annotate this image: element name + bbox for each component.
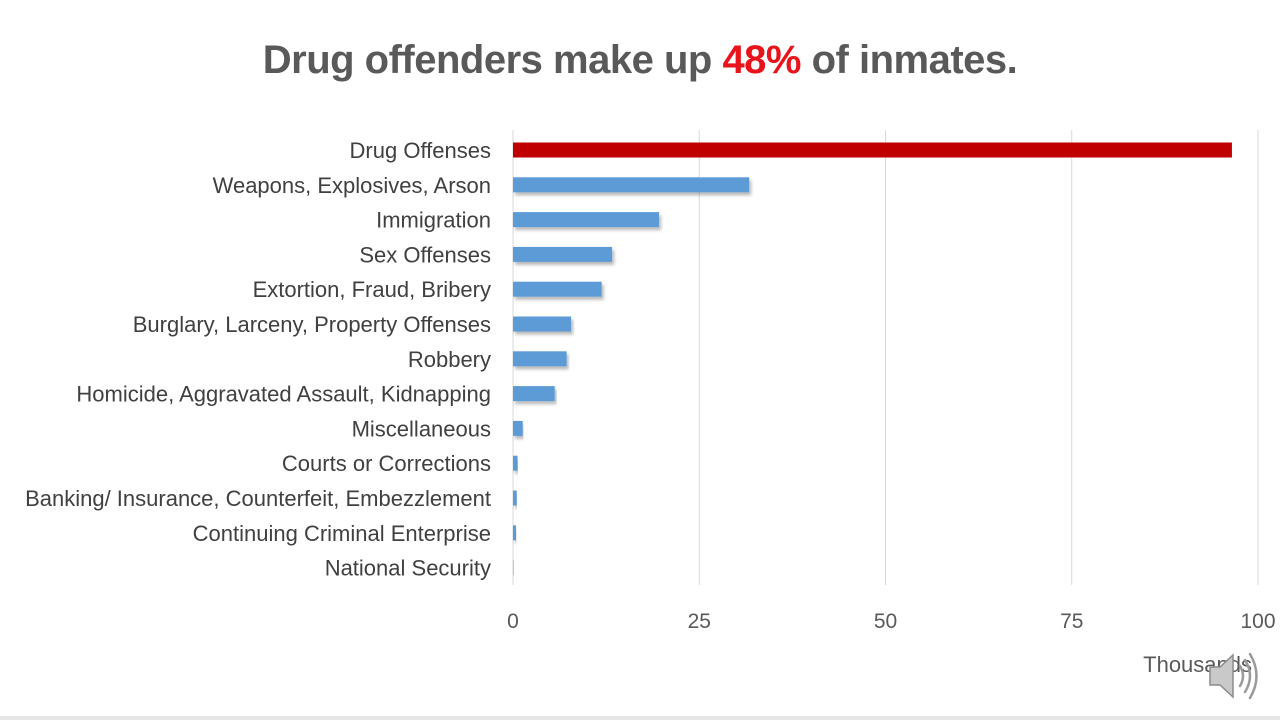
category-label: Weapons, Explosives, Arson [213, 173, 491, 198]
category-label: Drug Offenses [350, 138, 491, 163]
bar [513, 351, 567, 367]
x-tick-label: 50 [874, 610, 897, 633]
category-labels: Drug Offenses Weapons, Explosives, Arson I… [25, 138, 491, 581]
x-tick-label: 100 [1240, 610, 1275, 633]
title-highlight: 48% [722, 38, 801, 82]
title-text-after: of inmates. [801, 38, 1018, 82]
bar [513, 490, 517, 506]
bar [513, 455, 518, 471]
category-label: Burglary, Larceny, Property Offenses [133, 312, 491, 337]
slide-bottom-border [0, 716, 1280, 720]
bar [513, 525, 516, 541]
x-axis-ticks: 0 25 50 75 100 [507, 610, 1275, 633]
category-label: Robbery [408, 347, 491, 372]
bar [513, 246, 613, 262]
category-label: Sex Offenses [359, 242, 491, 267]
category-label: Immigration [376, 208, 491, 233]
bar [513, 177, 750, 193]
gridlines [512, 130, 1259, 585]
x-tick-label: 75 [1060, 610, 1083, 633]
x-tick-label: 0 [507, 610, 519, 633]
category-label: Continuing Criminal Enterprise [193, 521, 491, 546]
category-label: National Security [325, 556, 491, 581]
title-text-before: Drug offenders make up [262, 38, 723, 82]
bar [513, 420, 523, 436]
bar [513, 142, 1232, 158]
bar [513, 212, 660, 228]
bar [513, 316, 572, 332]
speaker-audio-icon[interactable] [1200, 640, 1270, 710]
bar [513, 386, 555, 402]
category-label: Courts or Corrections [282, 451, 491, 476]
x-tick-label: 25 [688, 610, 711, 633]
bars [513, 142, 1232, 576]
bar [513, 281, 602, 297]
chart-title: Drug offenders make up 48% of inmates. [0, 38, 1280, 83]
category-label: Homicide, Aggravated Assault, Kidnapping [76, 382, 491, 407]
category-label: Miscellaneous [352, 416, 491, 441]
x-axis-unit-label: Thousands [1143, 652, 1252, 677]
bar [513, 560, 514, 576]
category-label: Extortion, Fraud, Bribery [253, 277, 491, 302]
category-label: Banking/ Insurance, Counterfeit, Embezzl… [25, 486, 491, 511]
